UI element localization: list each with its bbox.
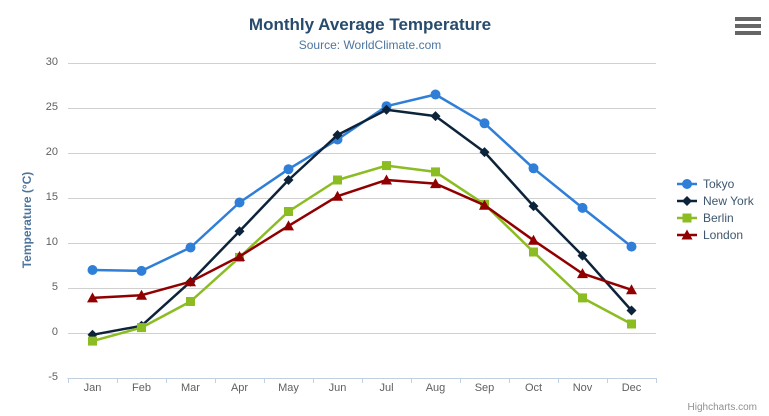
legend-marker-square-icon bbox=[677, 213, 697, 223]
series-new-york[interactable] bbox=[87, 104, 637, 340]
x-axis-label-jan: Jan bbox=[83, 382, 102, 394]
series-line-new-york[interactable] bbox=[91, 108, 633, 337]
series-line-london[interactable] bbox=[91, 178, 633, 300]
legend: Tokyo New York Berlin London bbox=[676, 177, 754, 245]
y-axis-label: 5 bbox=[51, 281, 58, 293]
y-axis-label: -5 bbox=[48, 371, 58, 383]
chart-title: Monthly Average Temperature bbox=[248, 15, 492, 34]
y-axis-label: 20 bbox=[45, 146, 58, 158]
x-axis-label-mar: Mar bbox=[181, 382, 200, 394]
y-axis-label: 10 bbox=[45, 236, 58, 248]
y-axis-label: 25 bbox=[45, 101, 58, 113]
legend-item-berlin[interactable]: Berlin bbox=[676, 211, 754, 225]
x-axis-label-jul: Jul bbox=[379, 382, 394, 394]
hamburger-bar bbox=[735, 31, 761, 35]
y-axis-title: Temperature (°C) bbox=[20, 171, 34, 269]
x-axis-label-nov: Nov bbox=[572, 382, 593, 394]
legend-marker-circle-icon bbox=[677, 179, 697, 189]
hamburger-menu-icon[interactable] bbox=[735, 17, 761, 38]
x-axis-label-feb: Feb bbox=[132, 382, 151, 394]
legend-label: London bbox=[703, 228, 744, 242]
legend-marker-triangle-icon bbox=[677, 229, 697, 240]
y-axis-label: 15 bbox=[45, 191, 58, 203]
legend-label: New York bbox=[703, 194, 754, 208]
credits-link[interactable]: Highcharts.com bbox=[687, 402, 757, 413]
hamburger-bar bbox=[735, 24, 761, 28]
legend-item-tokyo[interactable]: Tokyo bbox=[676, 177, 754, 191]
y-axis-label: 30 bbox=[45, 56, 58, 68]
chart-subtitle: Source: WorldClimate.com bbox=[298, 38, 442, 52]
series-tokyo[interactable] bbox=[87, 89, 637, 276]
hamburger-bar bbox=[735, 17, 761, 21]
legend-item-new-york[interactable]: New York bbox=[676, 194, 754, 208]
x-axis-label-oct: Oct bbox=[524, 382, 543, 394]
series-line-berlin[interactable] bbox=[91, 164, 633, 343]
y-axis-label: 0 bbox=[51, 326, 58, 338]
series-london[interactable] bbox=[87, 174, 637, 303]
legend-marker-diamond-icon bbox=[677, 196, 697, 206]
series-berlin[interactable] bbox=[88, 161, 636, 346]
x-axis-label-may: May bbox=[278, 382, 299, 394]
x-axis-label-aug: Aug bbox=[425, 382, 446, 394]
x-axis-label-dec: Dec bbox=[621, 382, 642, 394]
legend-label: Berlin bbox=[703, 211, 734, 225]
x-axis-label-apr: Apr bbox=[230, 382, 249, 394]
x-axis-label-sep: Sep bbox=[474, 382, 495, 394]
legend-item-london[interactable]: London bbox=[676, 228, 754, 242]
x-axis-label-jun: Jun bbox=[328, 382, 347, 394]
series-line-tokyo[interactable] bbox=[91, 93, 633, 273]
legend-label: Tokyo bbox=[703, 177, 735, 191]
